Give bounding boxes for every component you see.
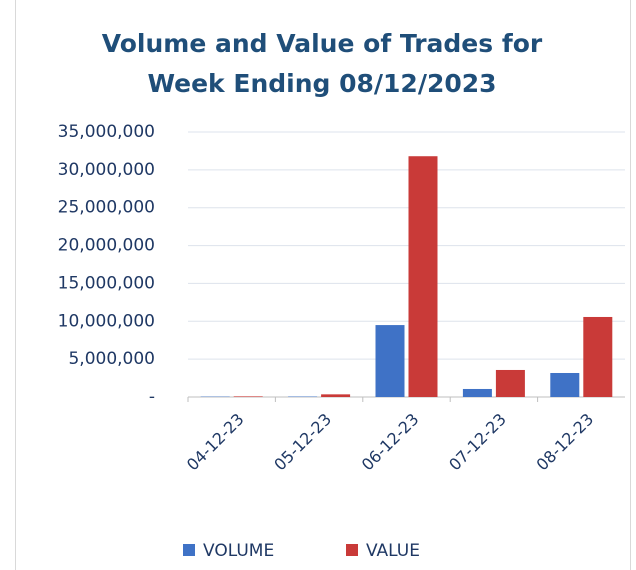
x-tick-label: 06-12-23 (358, 410, 423, 475)
legend-swatch (183, 544, 195, 556)
bar (462, 388, 492, 397)
chart-title: Week Ending 08/12/2023 (147, 69, 496, 98)
bar (233, 396, 263, 397)
bar (583, 316, 613, 397)
y-tick-label: 20,000,000 (58, 236, 155, 256)
x-tick-label: 07-12-23 (445, 410, 510, 475)
y-tick-label: - (149, 387, 155, 407)
chart-title: Volume and Value of Trades for (102, 29, 543, 58)
y-tick-label: 5,000,000 (68, 349, 155, 369)
y-tick-label: 15,000,000 (58, 273, 155, 293)
y-tick-label: 25,000,000 (58, 198, 155, 218)
x-tick-label: 08-12-23 (533, 410, 598, 475)
bar (321, 394, 351, 397)
x-tick-label: 05-12-23 (270, 410, 335, 475)
y-tick-label: 10,000,000 (58, 311, 155, 331)
bar (375, 325, 405, 397)
bar (408, 156, 438, 397)
legend-label: VOLUME (203, 541, 274, 561)
x-tick-label: 04-12-23 (183, 410, 248, 475)
bar (495, 369, 525, 397)
bar (550, 372, 580, 397)
y-tick-label: 35,000,000 (58, 122, 155, 142)
legend-label: VALUE (366, 541, 420, 561)
y-tick-label: 30,000,000 (58, 160, 155, 180)
legend-swatch (346, 544, 358, 556)
